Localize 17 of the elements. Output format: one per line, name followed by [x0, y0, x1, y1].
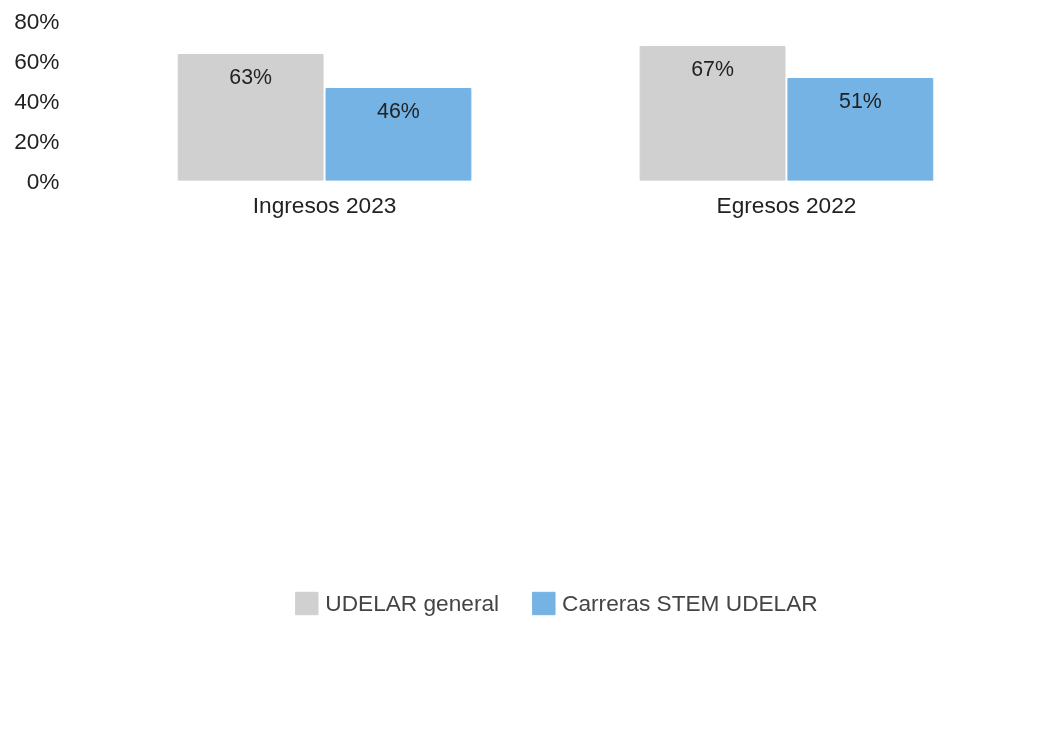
bar — [787, 78, 934, 181]
y-tick-label: 20% — [14, 127, 60, 154]
y-tick-label: 0% — [26, 167, 60, 194]
bar — [177, 54, 324, 181]
y-tick-label: 80% — [14, 7, 60, 34]
data-label: 46% — [377, 98, 420, 123]
bar — [325, 88, 472, 181]
y-tick-label: 40% — [14, 87, 60, 114]
data-label: 67% — [691, 56, 734, 81]
y-tick-label: 60% — [14, 47, 60, 74]
data-label: 51% — [839, 88, 882, 113]
legend-label: UDELAR general — [325, 589, 500, 617]
x-tick-label: Ingresos 2023 — [252, 191, 397, 218]
data-label: 63% — [229, 64, 273, 89]
legend-label: Carreras STEM UDELAR — [562, 589, 818, 617]
x-tick-label: Egresos 2022 — [716, 191, 857, 218]
bar — [639, 46, 786, 181]
